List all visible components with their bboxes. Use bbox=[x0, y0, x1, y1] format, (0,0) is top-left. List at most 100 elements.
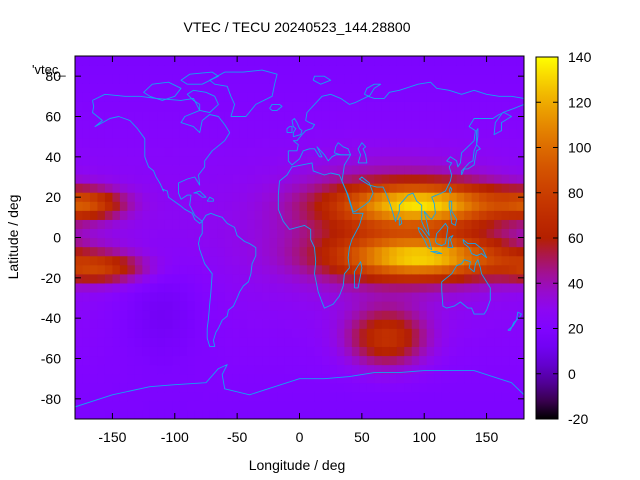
heatmap-cell bbox=[411, 83, 420, 93]
heatmap-cell bbox=[127, 155, 136, 166]
heatmap-cell bbox=[329, 74, 338, 84]
heatmap-cell bbox=[292, 337, 301, 347]
heatmap-cell bbox=[351, 164, 360, 175]
heatmap-cell bbox=[411, 146, 420, 157]
heatmap-cell bbox=[119, 373, 128, 384]
heatmap-cell bbox=[134, 201, 143, 211]
heatmap-cell bbox=[404, 273, 413, 284]
heatmap-cell bbox=[449, 373, 458, 384]
heatmap-cell bbox=[239, 119, 248, 130]
colorbar-tick-label: 100 bbox=[568, 140, 592, 156]
heatmap-cell bbox=[314, 264, 323, 275]
heatmap-cell bbox=[277, 219, 286, 230]
heatmap-cell bbox=[501, 255, 510, 266]
heatmap-cell bbox=[157, 328, 166, 338]
heatmap-cell bbox=[217, 92, 226, 102]
heatmap-cell bbox=[157, 400, 166, 411]
heatmap-cell bbox=[172, 291, 181, 302]
heatmap-cell bbox=[509, 273, 518, 284]
heatmap-cell bbox=[127, 56, 136, 66]
heatmap-cell bbox=[464, 310, 473, 320]
heatmap-cell bbox=[239, 128, 248, 139]
heatmap-cell bbox=[254, 310, 263, 320]
heatmap-cell bbox=[494, 173, 503, 184]
heatmap-cell bbox=[262, 101, 271, 112]
heatmap-cell bbox=[194, 346, 203, 357]
heatmap-cell bbox=[164, 355, 173, 366]
heatmap-cell bbox=[299, 400, 308, 411]
heatmap-cell bbox=[104, 373, 114, 384]
heatmap-cell bbox=[239, 255, 248, 266]
heatmap-cell bbox=[269, 282, 278, 293]
heatmap-cell bbox=[486, 346, 495, 357]
heatmap-cell bbox=[217, 282, 226, 293]
heatmap-cell bbox=[449, 137, 458, 148]
heatmap-cell bbox=[359, 237, 368, 248]
heatmap-cell bbox=[449, 264, 458, 275]
heatmap-cell bbox=[351, 74, 360, 84]
heatmap-cell bbox=[157, 128, 166, 139]
heatmap-cell bbox=[149, 237, 158, 248]
heatmap-cell bbox=[262, 319, 271, 329]
heatmap-cell bbox=[366, 128, 375, 139]
heatmap-cell bbox=[426, 382, 435, 393]
heatmap-cell bbox=[381, 319, 390, 329]
heatmap-cell bbox=[471, 201, 480, 211]
heatmap-cell bbox=[344, 346, 353, 357]
heatmap-cell bbox=[254, 337, 263, 347]
heatmap-cell bbox=[396, 110, 405, 121]
heatmap-cell bbox=[389, 155, 398, 166]
heatmap-cell bbox=[269, 291, 278, 302]
heatmap-cell bbox=[112, 273, 121, 284]
heatmap-cell bbox=[314, 246, 323, 257]
heatmap-cell bbox=[516, 255, 524, 266]
heatmap-cell bbox=[344, 337, 353, 347]
heatmap-cell bbox=[329, 137, 338, 148]
heatmap-cell bbox=[351, 228, 360, 239]
heatmap-cell bbox=[269, 92, 278, 102]
heatmap-cell bbox=[441, 301, 450, 311]
heatmap-cell bbox=[82, 255, 91, 266]
heatmap-cell bbox=[471, 155, 480, 166]
heatmap-cell bbox=[127, 119, 136, 130]
heatmap-cell bbox=[299, 119, 308, 130]
heatmap-cell bbox=[202, 337, 211, 347]
heatmap-cell bbox=[479, 391, 488, 402]
heatmap-cell bbox=[366, 355, 375, 366]
heatmap-cell bbox=[456, 65, 465, 75]
heatmap-cell bbox=[314, 83, 323, 93]
heatmap-cell bbox=[419, 328, 428, 338]
heatmap-cell bbox=[456, 83, 465, 93]
heatmap-cell bbox=[329, 201, 338, 211]
heatmap-cell bbox=[157, 291, 166, 302]
heatmap-cell bbox=[366, 391, 375, 402]
heatmap-cell bbox=[262, 346, 271, 357]
heatmap-cell bbox=[179, 264, 188, 275]
heatmap-cell bbox=[187, 291, 196, 302]
heatmap-cell bbox=[224, 137, 233, 148]
heatmap-cell bbox=[232, 291, 241, 302]
heatmap-cell bbox=[404, 391, 413, 402]
heatmap-cell bbox=[127, 319, 136, 329]
heatmap-cell bbox=[359, 101, 368, 112]
heatmap-cell bbox=[456, 355, 465, 366]
heatmap-cell bbox=[75, 391, 84, 402]
heatmap-cell bbox=[374, 328, 383, 338]
heatmap-cell bbox=[172, 346, 181, 357]
heatmap-cell bbox=[194, 310, 203, 320]
heatmap-cell bbox=[157, 164, 166, 175]
heatmap-cell bbox=[142, 137, 151, 148]
heatmap-cell bbox=[374, 273, 383, 284]
heatmap-cell bbox=[509, 110, 518, 121]
heatmap-cell bbox=[134, 192, 143, 202]
heatmap-cell bbox=[187, 128, 196, 139]
heatmap-cell bbox=[509, 355, 518, 366]
heatmap-cell bbox=[104, 255, 114, 266]
heatmap-cell bbox=[112, 192, 121, 202]
heatmap-cell bbox=[374, 319, 383, 329]
heatmap-cell bbox=[419, 128, 428, 139]
heatmap-cell bbox=[396, 391, 405, 402]
heatmap-cell bbox=[321, 291, 331, 302]
heatmap-cell bbox=[351, 273, 360, 284]
heatmap-cell bbox=[277, 92, 286, 102]
